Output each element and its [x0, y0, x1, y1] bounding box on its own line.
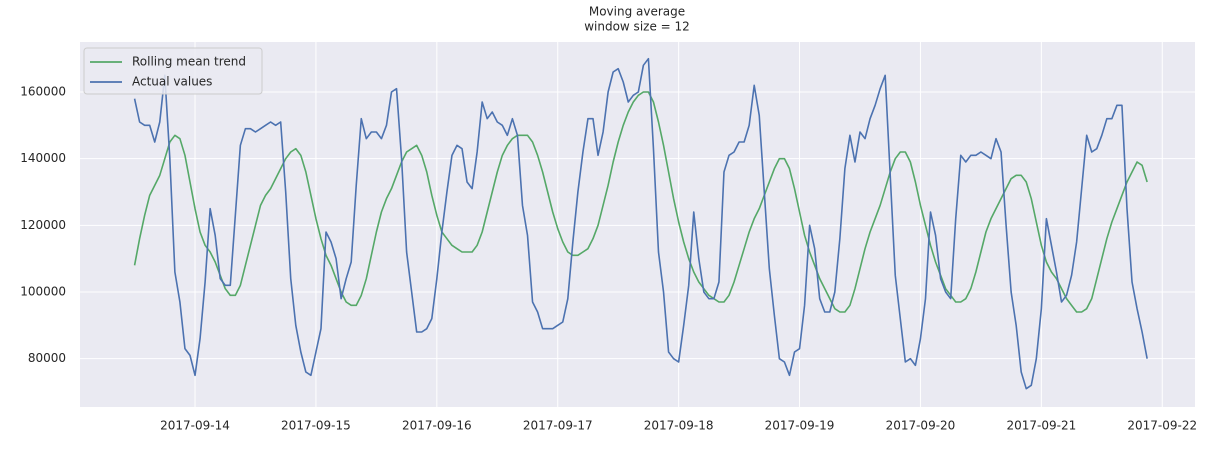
x-tick-label: 2017-09-21: [1006, 419, 1076, 433]
y-tick-label: 120000: [20, 218, 66, 232]
x-tick-label: 2017-09-19: [765, 419, 835, 433]
x-tick-label: 2017-09-16: [402, 419, 472, 433]
x-tick-label: 2017-09-17: [523, 419, 593, 433]
y-tick-label: 140000: [20, 151, 66, 165]
legend-label: Actual values: [132, 75, 212, 89]
series-line: [133, 57, 1148, 390]
x-tick-label: 2017-09-22: [1127, 419, 1197, 433]
x-tick-label: 2017-09-20: [886, 419, 956, 433]
plot-area: [80, 42, 1195, 407]
y-tick-label: 160000: [20, 85, 66, 99]
legend-box: [83, 47, 263, 95]
x-tick-label: 2017-09-18: [644, 419, 714, 433]
y-tick-label: 80000: [28, 351, 66, 365]
chart-title: Moving average: [589, 5, 685, 19]
series-line: [133, 91, 1148, 313]
x-tick-label: 2017-09-15: [281, 419, 351, 433]
chart-subtitle: window size = 12: [584, 20, 690, 34]
y-tick-label: 100000: [20, 285, 66, 299]
legend-label: Rolling mean trend: [132, 55, 246, 69]
x-tick-label: 2017-09-14: [160, 419, 230, 433]
